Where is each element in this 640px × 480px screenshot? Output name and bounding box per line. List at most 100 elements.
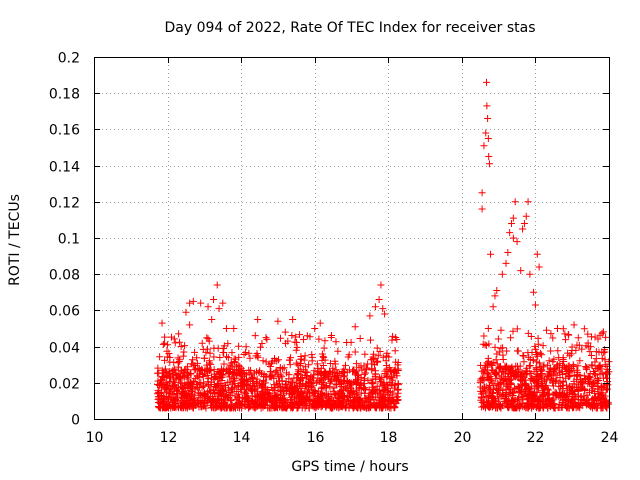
roti-point	[504, 370, 512, 378]
roti-point	[173, 397, 181, 405]
roti-point	[582, 362, 590, 370]
roti-point	[538, 351, 546, 359]
roti-point	[485, 160, 493, 168]
roti-point	[208, 374, 216, 382]
roti-point	[379, 353, 387, 361]
roti-point	[322, 383, 330, 391]
roti-point	[349, 387, 357, 395]
roti-point	[303, 332, 311, 340]
roti-point	[275, 397, 283, 405]
roti-point	[516, 401, 524, 409]
y-axis-label: ROTI / TECUs	[7, 194, 23, 286]
roti-point	[187, 370, 195, 378]
roti-point	[207, 388, 215, 396]
roti-point	[507, 397, 515, 405]
roti-point	[288, 332, 296, 340]
roti-point	[382, 352, 390, 360]
roti-point	[193, 354, 201, 362]
roti-point	[349, 367, 357, 375]
x-tick-label: 22	[527, 430, 545, 446]
roti-point	[244, 392, 252, 400]
roti-point	[538, 381, 546, 389]
roti-point	[588, 396, 596, 404]
roti-point	[497, 326, 505, 334]
roti-point	[312, 379, 320, 387]
roti-point	[491, 343, 499, 351]
roti-point	[276, 365, 284, 373]
roti-point	[235, 353, 243, 361]
roti-point	[519, 393, 527, 401]
roti-point	[357, 374, 365, 382]
roti-point	[206, 387, 214, 395]
roti-point	[498, 368, 506, 376]
roti-point	[377, 281, 385, 289]
roti-point	[258, 370, 266, 378]
y-tick-label: 0.1	[58, 232, 80, 248]
y-tick-label: 0.06	[49, 304, 80, 320]
roti-point	[204, 375, 212, 383]
roti-point	[249, 387, 257, 395]
roti-point	[546, 400, 554, 408]
roti-point	[341, 368, 349, 376]
roti-point	[234, 382, 242, 390]
roti-point	[174, 354, 182, 362]
roti-point	[230, 375, 238, 383]
roti-point	[315, 392, 323, 400]
roti-point	[296, 399, 304, 407]
roti-point	[520, 370, 528, 378]
roti-point	[277, 334, 285, 342]
roti-point	[280, 389, 288, 397]
roti-point	[601, 392, 609, 400]
roti-point	[162, 386, 170, 394]
roti-point	[509, 214, 517, 222]
roti-point	[189, 390, 197, 398]
roti-point	[576, 404, 584, 412]
grid-lines	[94, 57, 609, 419]
roti-point	[278, 373, 286, 381]
roti-point	[482, 129, 490, 137]
roti-point	[513, 347, 521, 355]
roti-point	[266, 393, 274, 401]
roti-point	[158, 381, 166, 389]
roti-point	[355, 395, 363, 403]
roti-point	[179, 404, 187, 412]
roti-point	[386, 387, 394, 395]
roti-point	[217, 366, 225, 374]
roti-point	[226, 404, 234, 412]
roti-point	[210, 296, 218, 304]
roti-point	[208, 397, 216, 405]
roti-point	[553, 361, 561, 369]
roti-point	[281, 328, 289, 336]
roti-point	[533, 388, 541, 396]
roti-point	[212, 383, 220, 391]
roti-point	[216, 353, 224, 361]
x-tick-label: 24	[601, 430, 619, 446]
roti-point	[527, 332, 535, 340]
roti-point	[374, 357, 382, 365]
roti-point	[323, 400, 331, 408]
roti-point	[318, 401, 326, 409]
y-tick-label: 0.14	[49, 160, 80, 176]
roti-point	[533, 250, 541, 258]
roti-point	[549, 375, 557, 383]
roti-point	[294, 371, 302, 379]
roti-point	[487, 375, 495, 383]
roti-point	[498, 270, 506, 278]
roti-point	[207, 360, 215, 368]
roti-point	[340, 392, 348, 400]
roti-point	[266, 368, 274, 376]
roti-point	[518, 381, 526, 389]
x-tick-label: 18	[380, 430, 398, 446]
roti-point	[224, 386, 232, 394]
roti-point	[245, 349, 253, 357]
y-tick-label: 0.16	[49, 123, 80, 139]
y-tick-label: 0.04	[49, 341, 80, 357]
roti-point	[510, 384, 518, 392]
roti-point	[484, 361, 492, 369]
roti-point	[166, 377, 174, 385]
roti-point	[156, 353, 164, 361]
roti-point	[532, 345, 540, 353]
roti-point	[602, 403, 610, 411]
roti-point	[287, 379, 295, 387]
roti-point	[577, 399, 585, 407]
